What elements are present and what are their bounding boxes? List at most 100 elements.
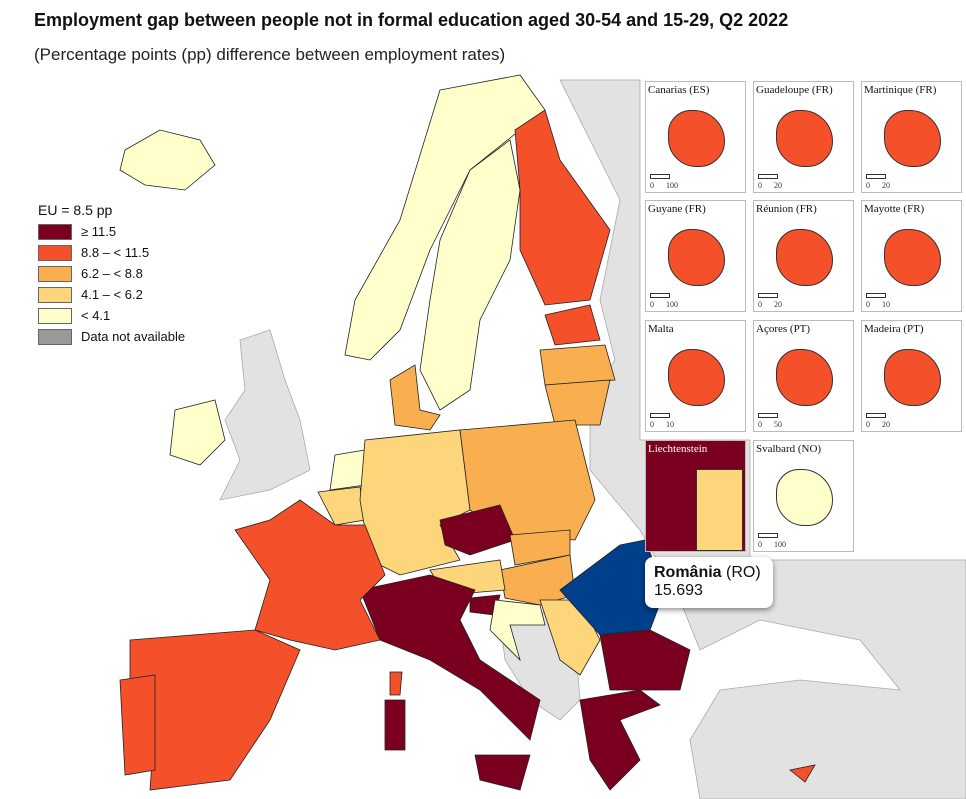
subtitle: (Percentage points (pp) difference betwe…	[34, 45, 506, 64]
inset: Madeira (PT) 0 20	[861, 320, 962, 432]
inset-label: Canarias (ES)	[648, 84, 710, 96]
inset-shape	[884, 349, 941, 406]
inset: Martinique (FR) 0 20	[861, 81, 962, 193]
inset: Guadeloupe (FR) 0 20	[753, 81, 854, 193]
latvia	[539, 344, 616, 386]
inset-label: Malta	[648, 323, 674, 335]
legend-swatch	[38, 307, 72, 324]
inset-scale-bar	[650, 174, 670, 179]
legend-swatch	[38, 328, 72, 345]
inset-scale-label: 0	[650, 181, 654, 190]
inset-shape	[776, 229, 833, 286]
cyprus	[789, 764, 816, 783]
inset-scale-label: 10	[882, 300, 890, 309]
inset-shape	[668, 110, 725, 167]
inset-scale-label: 20	[882, 420, 890, 429]
legend-row: 8.8 – < 11.5	[38, 242, 185, 263]
lithuania	[544, 379, 611, 426]
inset-scale-label: 50	[774, 420, 782, 429]
inset: Svalbard (NO) 0 100	[753, 440, 854, 552]
inset-scale-label: 0	[650, 300, 654, 309]
iceland	[119, 129, 216, 191]
inset-scale-bar	[866, 413, 886, 418]
inset-scale-bar	[758, 293, 778, 298]
inset-shape	[776, 110, 833, 167]
inset-scale-bar	[758, 413, 778, 418]
title: Employment gap between people not in for…	[34, 10, 789, 30]
inset-shape	[884, 110, 941, 167]
inset-shape	[696, 469, 743, 551]
legend-swatch	[38, 265, 72, 282]
legend-label: 8.8 – < 11.5	[81, 245, 150, 260]
legend-row: ≥ 11.5	[38, 221, 185, 242]
inset-scale-bar	[650, 413, 670, 418]
france	[234, 499, 386, 651]
estonia	[544, 304, 601, 346]
inset-shape	[776, 349, 833, 406]
legend-swatch	[38, 223, 72, 240]
italy	[359, 574, 541, 741]
inset-label: Guyane (FR)	[648, 203, 706, 215]
tooltip: România (RO) 15.693	[645, 557, 773, 608]
inset: Réunion (FR) 0 20	[753, 200, 854, 312]
portugal	[119, 674, 156, 776]
inset-scale-label: 0	[866, 300, 870, 309]
inset-scale-label: 0	[758, 540, 762, 549]
uk	[219, 329, 311, 501]
inset-label: Açores (PT)	[756, 323, 811, 335]
sardinia	[384, 699, 406, 751]
inset-shape	[884, 229, 941, 286]
inset-scale-bar	[758, 533, 778, 538]
ireland	[169, 399, 226, 466]
croatia	[489, 599, 546, 662]
inset-scale-label: 20	[774, 300, 782, 309]
legend-label: 6.2 – < 8.8	[81, 266, 143, 281]
sicily	[474, 754, 531, 791]
inset-scale-label: 20	[882, 181, 890, 190]
legend-title: EU = 8.5 pp	[38, 202, 113, 218]
finland	[514, 109, 611, 306]
inset-shape	[776, 469, 833, 526]
inset-scale-bar	[650, 293, 670, 298]
inset-label: Madeira (PT)	[864, 323, 924, 335]
inset-scale-bar	[758, 174, 778, 179]
inset-label: Réunion (FR)	[756, 203, 817, 215]
inset-label: Liechtenstein	[648, 443, 708, 455]
inset-scale-label: 0	[758, 181, 762, 190]
inset-scale-label: 100	[666, 300, 678, 309]
inset-scale-label: 20	[774, 181, 782, 190]
inset-label: Svalbard (NO)	[756, 443, 822, 455]
inset: Canarias (ES) 0 100	[645, 81, 746, 193]
inset: Mayotte (FR) 0 10	[861, 200, 962, 312]
corsica	[389, 671, 403, 696]
inset-label: Guadeloupe (FR)	[756, 84, 833, 96]
inset-label: Mayotte (FR)	[864, 203, 925, 215]
inset: Malta 0 10	[645, 320, 746, 432]
inset-scale-label: 0	[650, 420, 654, 429]
legend-label: 4.1 – < 6.2	[81, 287, 143, 302]
inset-scale-bar	[866, 174, 886, 179]
norway	[344, 74, 546, 361]
inset-scale-label: 100	[774, 540, 786, 549]
inset-scale-label: 0	[866, 181, 870, 190]
legend-swatch	[38, 286, 72, 303]
inset-scale-label: 0	[866, 420, 870, 429]
legend-label: Data not available	[81, 329, 186, 344]
bulgaria	[599, 629, 691, 691]
inset-shape	[668, 349, 725, 406]
czechia	[439, 504, 516, 556]
tooltip-name: România	[654, 564, 722, 581]
inset-scale-label: 10	[666, 420, 674, 429]
inset-scale-label: 0	[758, 300, 762, 309]
inset-scale-label: 100	[666, 181, 678, 190]
inset-scale-bar	[866, 293, 886, 298]
inset-scale-label: 0	[758, 420, 762, 429]
inset: Guyane (FR) 0 100	[645, 200, 746, 312]
inset-label: Martinique (FR)	[864, 84, 937, 96]
inset: Açores (PT) 0 50	[753, 320, 854, 432]
sweden	[419, 139, 521, 411]
inset: Liechtenstein	[645, 440, 746, 552]
legend-swatch	[38, 244, 72, 261]
legend-row: < 4.1	[38, 305, 185, 326]
legend: EU = 8.5 pp ≥ 11.5 8.8 – < 11.5 6.2 – < 8.8…	[38, 202, 185, 347]
